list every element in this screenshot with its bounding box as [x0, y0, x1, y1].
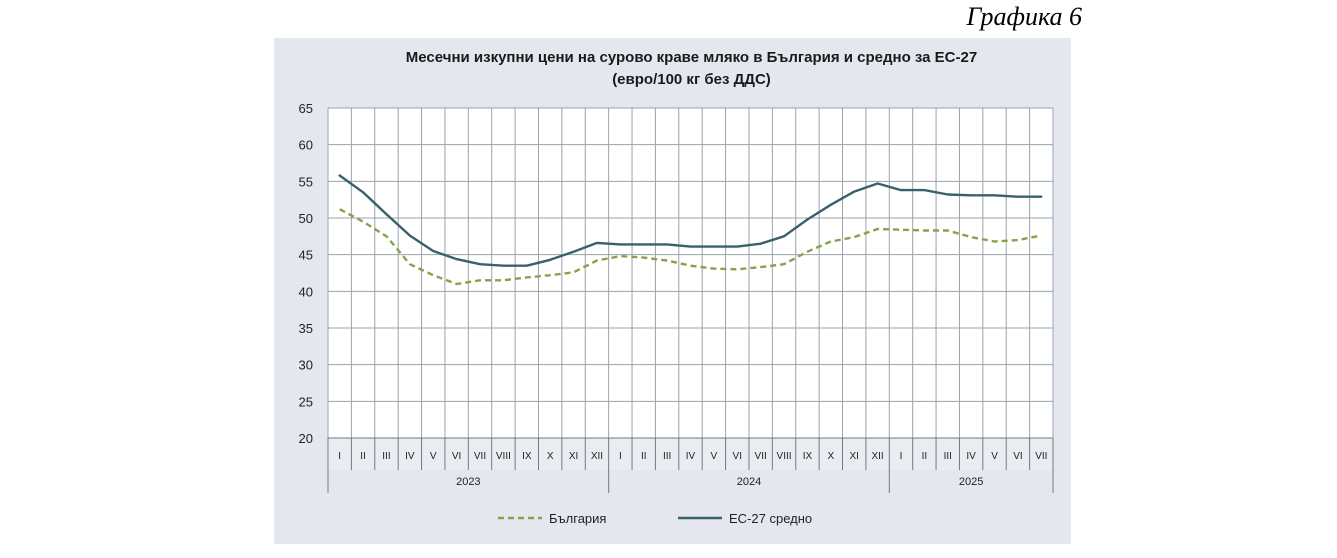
month-label: III — [944, 451, 952, 462]
y-tick-label: 65 — [299, 101, 313, 116]
series-line-0 — [339, 208, 1042, 286]
y-tick-label: 30 — [299, 358, 313, 373]
y-tick-label: 20 — [299, 431, 313, 446]
month-label: II — [922, 451, 928, 462]
figure-caption: Графика 6 — [966, 2, 1082, 31]
y-tick-label: 60 — [299, 138, 313, 153]
series-line-1 — [338, 174, 1043, 267]
y-tick-label: 25 — [299, 394, 313, 409]
month-label: III — [663, 451, 671, 462]
chart-title-line1: Месечни изкупни цени на сурово краве мля… — [405, 49, 978, 66]
month-label: IV — [686, 451, 696, 462]
month-label: VII — [1035, 451, 1047, 462]
month-label-band — [328, 438, 1053, 470]
x-axis: I II III IV V VI VII VIII IX X XI XII I II III IV V VI VII… — [327, 437, 1054, 493]
month-label: II — [360, 451, 366, 462]
y-tick-label: 35 — [299, 321, 313, 336]
year-label: 2024 — [737, 476, 761, 488]
month-label: I — [900, 451, 903, 462]
grid — [327, 107, 1054, 439]
y-tick-label: 45 — [299, 248, 313, 263]
series-lines — [338, 174, 1043, 286]
month-label: VIII — [496, 451, 511, 462]
month-label: III — [382, 451, 390, 462]
month-label: VI — [733, 451, 742, 462]
year-label: 2023 — [456, 476, 480, 488]
chart-title: Месечни изкупни цени на сурово краве мля… — [274, 47, 1109, 91]
month-label: IV — [405, 451, 415, 462]
month-label: VII — [755, 451, 767, 462]
y-tick-label: 40 — [299, 284, 313, 299]
month-label: V — [430, 451, 437, 462]
legend-label-0: България — [549, 511, 606, 526]
month-label: VI — [1013, 451, 1022, 462]
chart-title-line2: (евро/100 кг без ДДС) — [612, 71, 771, 88]
month-label: VIII — [777, 451, 792, 462]
month-label: II — [641, 451, 647, 462]
y-tick-label: 50 — [299, 211, 313, 226]
month-label: XII — [591, 451, 603, 462]
month-label: X — [827, 451, 834, 462]
month-label: VII — [474, 451, 486, 462]
month-label: IV — [966, 451, 976, 462]
year-label: 2025 — [959, 476, 983, 488]
month-label: V — [991, 451, 998, 462]
y-axis: 20 25 30 35 40 45 50 55 60 65 — [299, 101, 313, 446]
plot-area — [328, 108, 1053, 438]
month-label: X — [547, 451, 554, 462]
month-label: XI — [569, 451, 578, 462]
month-label: XII — [871, 451, 883, 462]
month-label: I — [619, 451, 622, 462]
month-label: IX — [803, 451, 813, 462]
month-label: XI — [849, 451, 858, 462]
legend: България ЕС-27 средно — [498, 511, 812, 526]
month-label: V — [711, 451, 718, 462]
month-label: VI — [452, 451, 461, 462]
legend-label-1: ЕС-27 средно — [729, 511, 812, 526]
month-label: IX — [522, 451, 532, 462]
y-tick-label: 55 — [299, 174, 313, 189]
month-label: I — [338, 451, 341, 462]
